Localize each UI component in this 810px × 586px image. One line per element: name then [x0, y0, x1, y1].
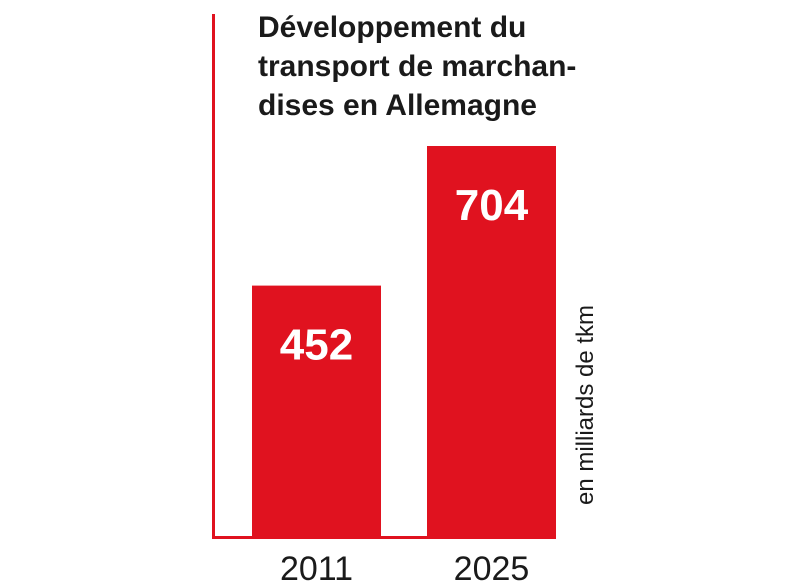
bar-2025: [427, 146, 556, 536]
x-tick-label-2025: 2025: [454, 550, 530, 586]
chart-title-line-3: dises en Allemagne: [258, 89, 537, 122]
bar-value-label-2011: 452: [280, 321, 353, 370]
bar-2011: [252, 285, 381, 536]
bar-value-label-2025: 704: [455, 181, 529, 230]
chart-title-line-2: transport de marchan-: [258, 50, 576, 83]
bars-layer: 452 2011 704 2025: [252, 146, 556, 586]
chart-title-line-1: Développement du: [258, 11, 526, 44]
x-tick-label-2011: 2011: [280, 550, 353, 586]
y-axis-unit-label: en milliards de tkm: [572, 305, 599, 505]
chart-title: Développement du transport de marchan- d…: [258, 11, 576, 122]
